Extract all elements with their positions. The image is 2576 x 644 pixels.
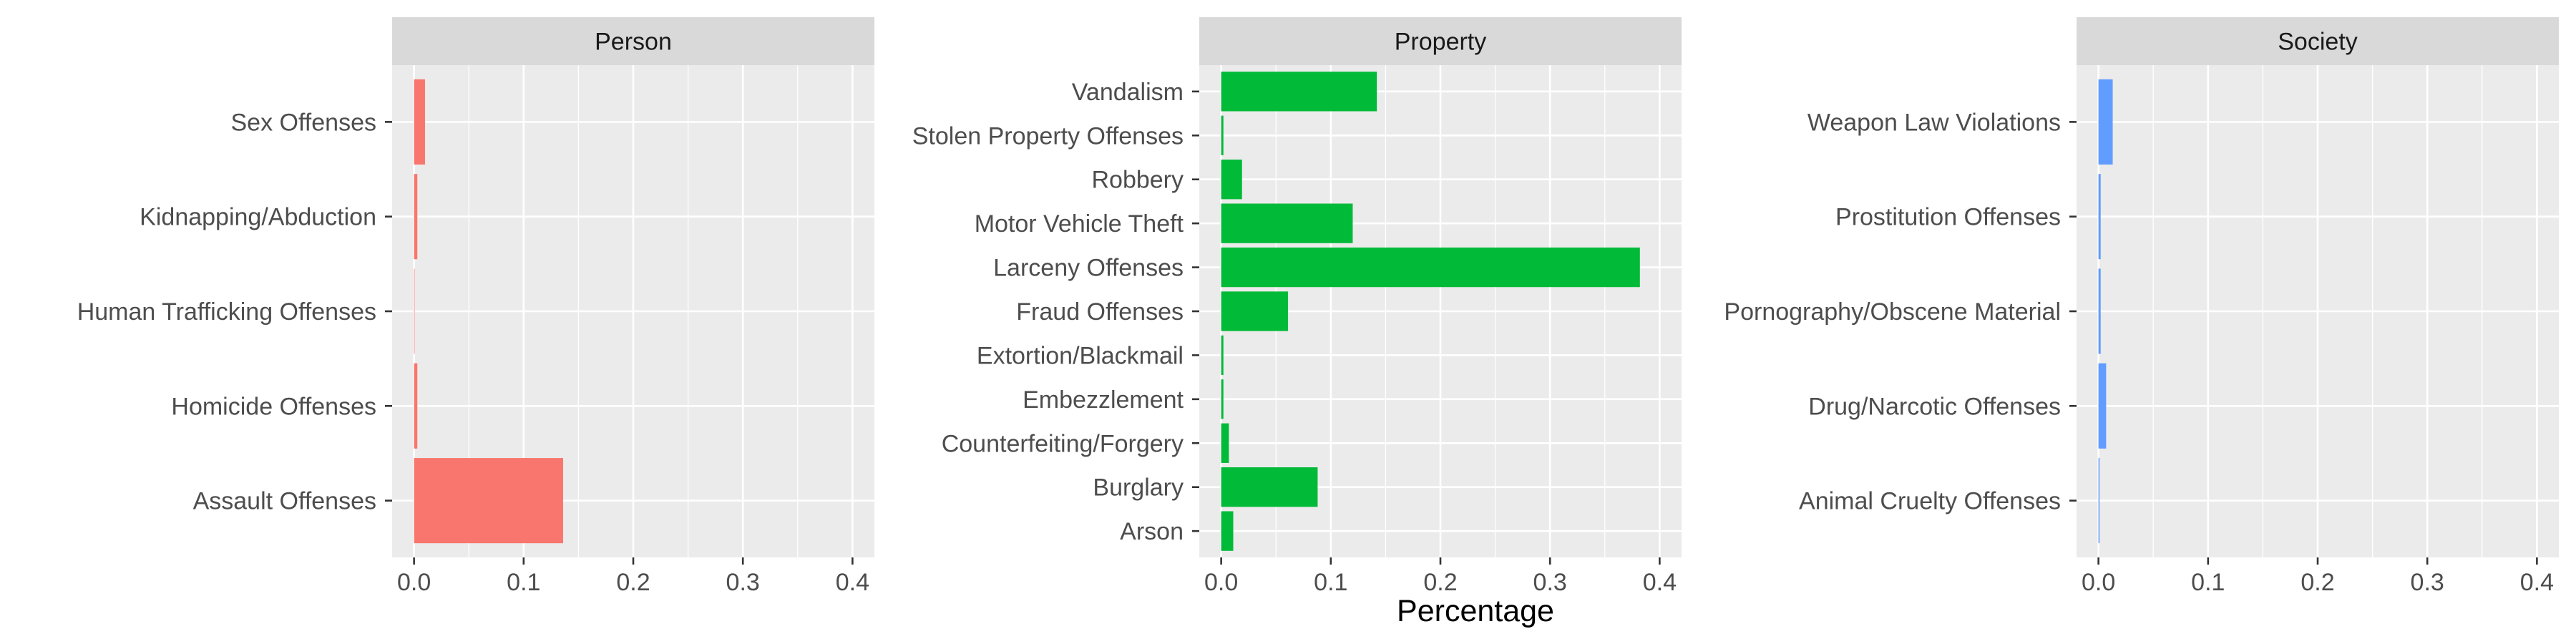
x-tick-label: 0.3 xyxy=(726,569,760,596)
x-tick-label: 0.0 xyxy=(2082,569,2115,596)
bar-animal-cruelty-offenses xyxy=(2098,458,2100,544)
panel-person: Person 0.0 0.1 0.2 0.3 0.4 Sex Offenses Kidnapp… xyxy=(77,17,874,596)
category-label-weapon-law-violations: Weapon Law Violations xyxy=(1807,109,2061,136)
bar-weapon-law-violations xyxy=(2098,79,2113,165)
bar-drug-narcotic-offenses xyxy=(2098,363,2107,449)
bar-arson xyxy=(1221,511,1234,551)
bar-stolen-property-offenses xyxy=(1221,115,1224,155)
facet-strip xyxy=(392,17,874,65)
x-tick-label: 0.2 xyxy=(616,569,650,596)
bar-homicide-offenses xyxy=(414,363,418,449)
category-label-stolen-property-offenses: Stolen Property Offenses xyxy=(912,122,1184,150)
bar-kidnapping-abduction xyxy=(414,174,418,260)
category-label-vandalism: Vandalism xyxy=(1072,79,1184,106)
bar-robbery xyxy=(1221,160,1242,200)
category-label-fraud-offenses: Fraud Offenses xyxy=(1016,298,1184,326)
category-label-prostitution-offenses: Prostitution Offenses xyxy=(1835,204,2061,231)
category-label-assault-offenses: Assault Offenses xyxy=(193,488,376,515)
category-label-homicide-offenses: Homicide Offenses xyxy=(171,393,376,420)
category-label-drug-narcotic-offenses: Drug/Narcotic Offenses xyxy=(1808,393,2061,420)
facet-label: Property xyxy=(1395,29,1487,56)
bar-pornography-obscene-material xyxy=(2098,268,2101,354)
category-label-motor-vehicle-theft: Motor Vehicle Theft xyxy=(975,210,1184,238)
facet-strip xyxy=(1199,17,1682,65)
category-label-animal-cruelty-offenses: Animal Cruelty Offenses xyxy=(1799,488,2061,515)
bar-burglary xyxy=(1221,467,1318,507)
chart-panels: Person 0.0 0.1 0.2 0.3 0.4 Sex Offenses Kidnapp… xyxy=(77,17,2559,596)
x-axis-title: Percentage xyxy=(1397,594,1554,628)
category-label-embezzlement: Embezzlement xyxy=(1023,386,1184,414)
bar-larceny-offenses xyxy=(1221,247,1640,288)
x-tick-label: 0.4 xyxy=(836,569,869,596)
category-label-pornography-obscene-material: Pornography/Obscene Material xyxy=(1724,298,2061,326)
x-tick-label: 0.2 xyxy=(1423,569,1457,596)
bar-embezzlement xyxy=(1221,379,1224,419)
x-tick-label: 0.3 xyxy=(1533,569,1567,596)
category-label-counterfeiting-forgery: Counterfeiting/Forgery xyxy=(942,430,1184,457)
bar-prostitution-offenses xyxy=(2098,174,2101,260)
x-tick-label: 0.0 xyxy=(1204,569,1238,596)
facet-strip xyxy=(2077,17,2559,65)
panel-society: Society 0.0 0.1 0.2 0.3 0.4 Weapon Law Violati… xyxy=(1724,17,2559,596)
category-label-robbery: Robbery xyxy=(1091,167,1184,194)
bar-sex-offenses xyxy=(414,79,425,165)
category-label-kidnapping-abduction: Kidnapping/Abduction xyxy=(140,204,376,231)
category-label-human-trafficking-offenses: Human Trafficking Offenses xyxy=(77,298,376,326)
facet-label: Person xyxy=(595,29,672,56)
x-tick-label: 0.1 xyxy=(507,569,540,596)
x-tick-label: 0.0 xyxy=(397,569,431,596)
facet-label: Society xyxy=(2278,29,2358,56)
x-tick-label: 0.3 xyxy=(2411,569,2444,596)
bar-assault-offenses xyxy=(414,458,563,544)
bar-motor-vehicle-theft xyxy=(1221,203,1353,243)
panel-property: Property 0.0 0.1 0.2 0.3 0.4 Vandalism Stolen P… xyxy=(912,17,1682,596)
x-tick-label: 0.1 xyxy=(2191,569,2225,596)
category-label-extortion-blackmail: Extortion/Blackmail xyxy=(977,342,1184,369)
x-tick-label: 0.4 xyxy=(1643,569,1677,596)
bar-vandalism xyxy=(1221,72,1377,112)
bar-fraud-offenses xyxy=(1221,291,1289,331)
category-label-larceny-offenses: Larceny Offenses xyxy=(993,255,1184,282)
x-tick-label: 0.2 xyxy=(2301,569,2334,596)
bar-human-trafficking-offenses xyxy=(414,268,415,354)
bar-counterfeiting-forgery xyxy=(1221,423,1229,463)
category-label-burglary: Burglary xyxy=(1093,474,1184,502)
category-label-arson: Arson xyxy=(1120,518,1184,545)
category-label-sex-offenses: Sex Offenses xyxy=(231,109,377,136)
bar-extortion-blackmail xyxy=(1221,335,1224,376)
x-tick-label: 0.4 xyxy=(2520,569,2554,596)
x-tick-label: 0.1 xyxy=(1314,569,1347,596)
